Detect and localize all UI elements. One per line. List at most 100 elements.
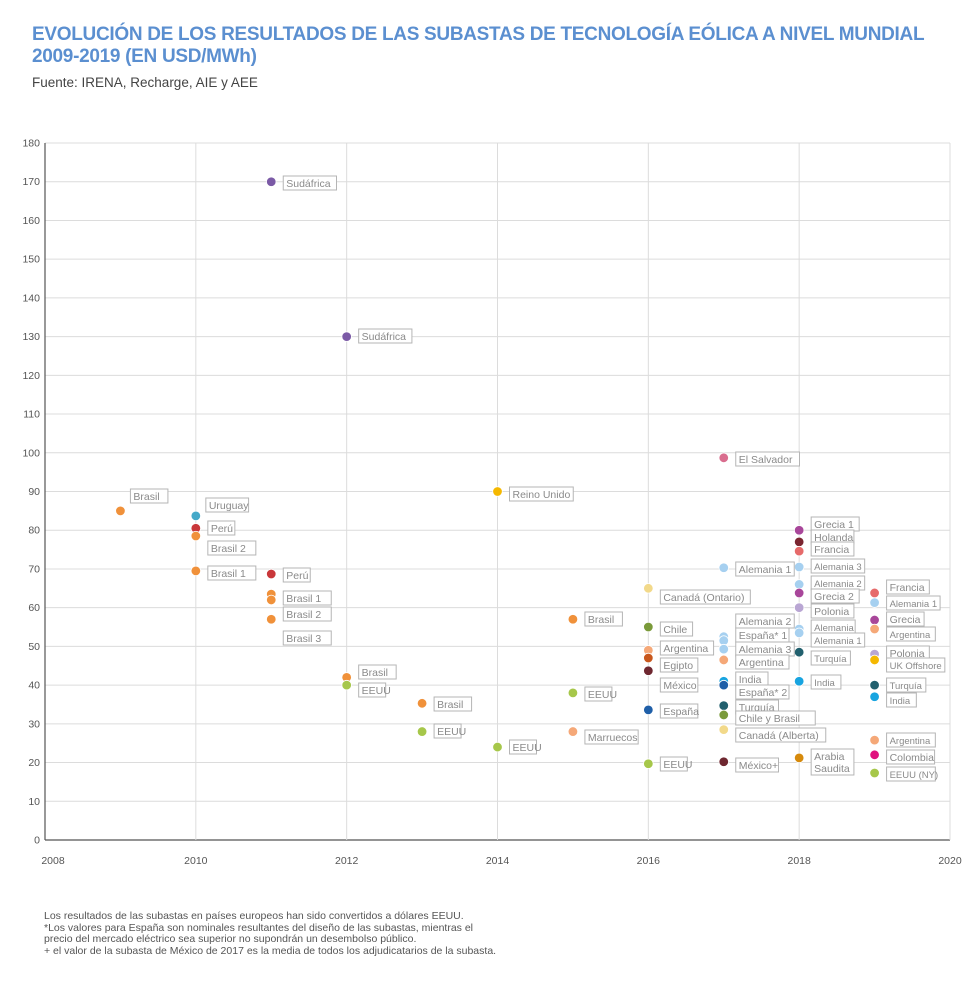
data-label: Alemania 3 bbox=[735, 641, 795, 657]
x-tick-label: 2020 bbox=[938, 855, 962, 867]
data-label: Sudáfrica bbox=[282, 175, 337, 191]
data-label-text: Brasil bbox=[588, 614, 614, 626]
data-label: España* 2 bbox=[735, 684, 790, 700]
data-label-text: Alemania 2 bbox=[814, 579, 862, 590]
data-point bbox=[718, 756, 729, 767]
data-label: UK Offshore bbox=[886, 657, 946, 673]
data-point bbox=[115, 505, 126, 517]
data-label-text: Canadá (Alberta) bbox=[739, 730, 819, 742]
data-label: España* 1 bbox=[735, 627, 790, 643]
data-label: Arabia Saudita bbox=[810, 748, 855, 776]
data-label-text: Francia bbox=[890, 582, 925, 594]
data-label: Alemania 1 bbox=[735, 561, 795, 577]
data-label-text: Brasil 1 bbox=[286, 593, 321, 605]
data-label-box bbox=[207, 520, 236, 536]
data-point bbox=[643, 758, 654, 769]
data-label-box bbox=[735, 684, 790, 700]
data-point bbox=[793, 545, 805, 557]
data-label-text: Brasil 1 bbox=[211, 568, 246, 580]
data-label: Brasil bbox=[433, 696, 473, 712]
data-label-box bbox=[810, 650, 851, 666]
data-label: Brasil 1 bbox=[282, 590, 332, 606]
data-label: Canadá (Ontario) bbox=[659, 589, 751, 605]
y-tick-label: 50 bbox=[28, 641, 40, 653]
data-label: Uruguay bbox=[205, 497, 250, 513]
data-point bbox=[869, 654, 880, 666]
data-label-text: España bbox=[663, 706, 699, 718]
data-label-text: India bbox=[814, 678, 835, 689]
data-label-text: Alemania 3 bbox=[814, 562, 862, 573]
footnote: Los resultados de las subastas en países… bbox=[44, 910, 464, 922]
data-label: Brasil 3 bbox=[282, 630, 332, 646]
data-label-text: Brasil bbox=[437, 699, 463, 711]
data-label-text: Grecia 2 bbox=[814, 591, 854, 603]
data-label: EEUU bbox=[584, 686, 617, 702]
data-label-text: Chile y Brasil bbox=[739, 713, 800, 725]
data-label: EEUU bbox=[358, 682, 391, 698]
data-label-text: Francia bbox=[814, 544, 849, 556]
y-tick-label: 90 bbox=[28, 486, 40, 498]
data-label-text: Turquía bbox=[890, 681, 923, 692]
data-label-box bbox=[886, 732, 936, 748]
data-label-text: EEUU bbox=[437, 726, 466, 738]
data-label-text: Polonia bbox=[814, 606, 849, 618]
data-point bbox=[567, 687, 579, 699]
data-label-box bbox=[207, 540, 257, 556]
data-label-box bbox=[433, 723, 462, 739]
data-label-text: Brasil 2 bbox=[286, 609, 321, 621]
data-label: Brasil 2 bbox=[282, 606, 332, 622]
x-tick-label: 2010 bbox=[184, 855, 208, 867]
data-label-box bbox=[205, 497, 250, 513]
data-label-text: Uruguay bbox=[209, 500, 249, 512]
data-point bbox=[793, 646, 805, 658]
data-label-box bbox=[358, 664, 397, 680]
y-tick-label: 100 bbox=[22, 447, 40, 459]
y-tick-label: 60 bbox=[28, 602, 40, 614]
data-label: Alemania 2 bbox=[810, 575, 866, 591]
data-label-box bbox=[659, 703, 699, 719]
data-label: México bbox=[659, 677, 699, 693]
y-tick-label: 80 bbox=[28, 525, 40, 537]
data-point bbox=[266, 568, 277, 580]
data-label: Polonia bbox=[810, 603, 855, 619]
data-label-text: Argentina bbox=[890, 630, 931, 641]
y-tick-label: 130 bbox=[22, 331, 40, 343]
data-label-text: EEUU (NY) bbox=[890, 770, 939, 781]
data-label: Chile bbox=[659, 621, 694, 637]
data-point bbox=[793, 587, 805, 599]
data-label-text: Turquía bbox=[814, 654, 847, 665]
data-label-text: Colombia bbox=[890, 752, 935, 764]
data-label-text: España* 2 bbox=[739, 687, 788, 699]
data-label-box bbox=[810, 588, 860, 604]
data-label-box bbox=[584, 686, 613, 702]
data-label: Alemania 1 bbox=[886, 595, 941, 611]
data-label-text: Arabia Saudita bbox=[814, 751, 850, 775]
data-label-box bbox=[282, 567, 311, 583]
data-label-text: Perú bbox=[286, 570, 308, 582]
y-tick-label: 110 bbox=[23, 409, 40, 421]
data-label: Argentina bbox=[886, 732, 936, 748]
data-label-box bbox=[584, 611, 623, 627]
data-label-text: Alemania 2 bbox=[739, 616, 792, 628]
data-label: Canadá (Alberta) bbox=[735, 727, 827, 743]
data-label: Argentina bbox=[659, 640, 715, 656]
data-point bbox=[793, 627, 805, 639]
title-line-1: EVOLUCIÓN DE LOS RESULTADOS DE LAS SUBAS… bbox=[32, 24, 925, 45]
data-point bbox=[869, 734, 880, 746]
data-point bbox=[718, 700, 729, 711]
data-label: Reino Unido bbox=[509, 486, 574, 502]
data-point bbox=[869, 623, 880, 635]
y-tick-label: 70 bbox=[28, 563, 40, 575]
data-label-box bbox=[886, 692, 917, 708]
data-point bbox=[492, 486, 503, 497]
x-tick-label: 2012 bbox=[335, 855, 359, 867]
data-point bbox=[266, 614, 277, 625]
data-point bbox=[416, 726, 428, 737]
title-line-2: 2009-2019 (EN USD/MWh) bbox=[32, 46, 257, 67]
data-label-box bbox=[886, 611, 925, 627]
data-label-box bbox=[735, 727, 827, 743]
data-point bbox=[793, 536, 805, 548]
data-label-text: Sudáfrica bbox=[362, 331, 407, 343]
scatter-chart: 0 10 20 30 40 50 60 70 80 90 100 110 120 130 140 150 160… bbox=[22, 138, 962, 868]
data-label: Alemania 3 bbox=[810, 558, 866, 574]
